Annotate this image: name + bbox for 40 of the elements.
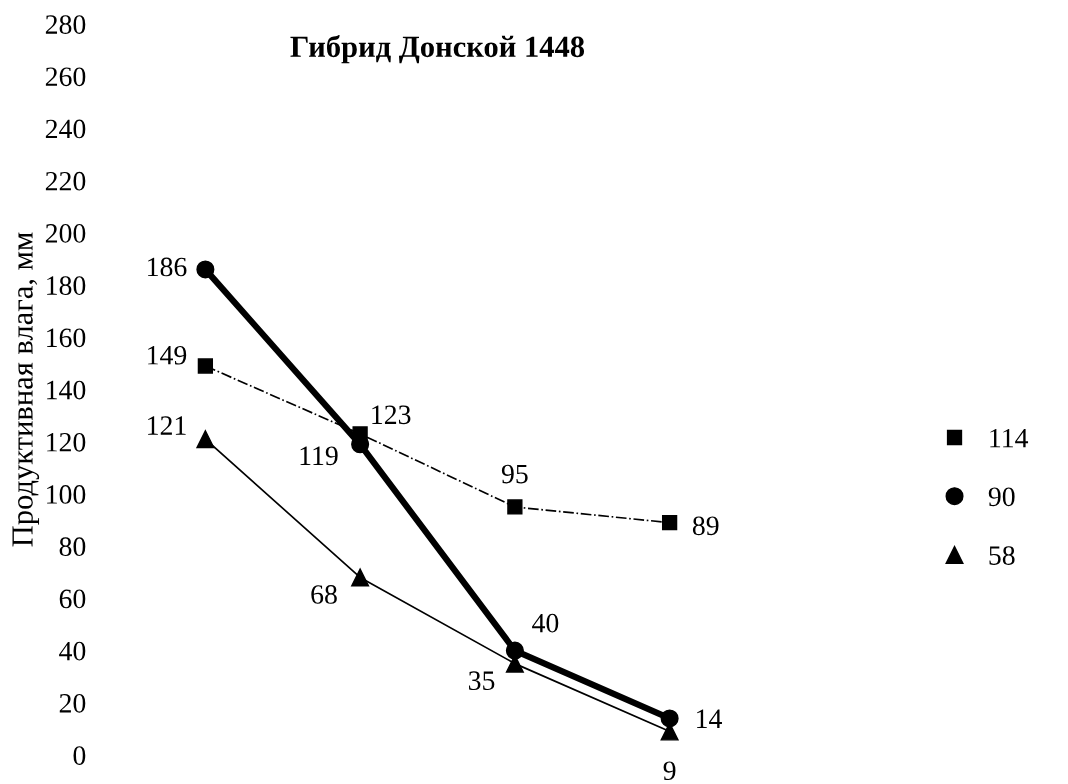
point bbox=[196, 260, 215, 279]
point bbox=[351, 568, 370, 587]
legend-label: 90 bbox=[988, 487, 1015, 507]
y-tick-label: 0 bbox=[73, 746, 86, 765]
data-label: 68 bbox=[311, 585, 337, 604]
y-tick-label: 100 bbox=[47, 485, 86, 504]
y-tick-label: 120 bbox=[47, 432, 86, 452]
y-tick-label: 200 bbox=[45, 224, 86, 243]
y-tick-label: 260 bbox=[45, 67, 86, 87]
y-tick-label: 80 bbox=[59, 537, 86, 557]
data-label: 14 bbox=[697, 709, 722, 728]
point bbox=[661, 515, 678, 531]
y-tick-label: 20 bbox=[59, 693, 86, 713]
data-label: 121 bbox=[148, 416, 186, 435]
point bbox=[196, 430, 215, 449]
data-label: 119 bbox=[300, 446, 338, 466]
legend-label: 114 bbox=[990, 428, 1029, 448]
y-tick-label: 220 bbox=[45, 171, 86, 191]
y-tick-label: 280 bbox=[45, 15, 86, 34]
data-label: 149 bbox=[148, 345, 187, 365]
point bbox=[505, 641, 524, 660]
data-label: 186 bbox=[148, 257, 187, 277]
data-label: 35 bbox=[468, 671, 495, 691]
point bbox=[197, 358, 214, 374]
data-label: 123 bbox=[372, 405, 411, 425]
y-tick-label: 40 bbox=[59, 641, 86, 661]
y-tick-label: 140 bbox=[47, 380, 86, 400]
data-label: 9 bbox=[663, 761, 676, 781]
y-tick-label: 160 bbox=[47, 328, 86, 348]
data-label: 95 bbox=[501, 464, 528, 484]
legend-label: 58 bbox=[989, 546, 1015, 565]
y-tick-label: 60 bbox=[59, 589, 86, 609]
point bbox=[507, 499, 523, 515]
y-axis-title: Продуктивная влага, мм bbox=[12, 232, 40, 547]
chart-title: Гибрид Донской 1448 bbox=[290, 34, 585, 64]
y-tick-label: 180 bbox=[47, 276, 86, 295]
y-tick-label: 240 bbox=[45, 119, 86, 139]
data-label: 89 bbox=[692, 516, 719, 536]
point bbox=[660, 709, 679, 728]
data-label: 40 bbox=[532, 613, 559, 633]
